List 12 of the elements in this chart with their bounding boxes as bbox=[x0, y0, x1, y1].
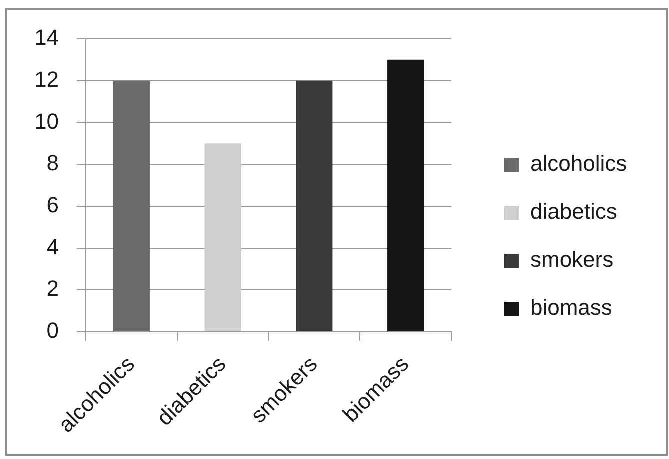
legend-label: smokers bbox=[530, 247, 614, 272]
legend-label: diabetics bbox=[530, 199, 618, 224]
y-tick-label: 8 bbox=[46, 150, 59, 176]
y-tick-label: 4 bbox=[46, 234, 59, 260]
legend-label: biomass bbox=[530, 295, 612, 320]
y-tick-label: 6 bbox=[46, 192, 59, 218]
y-tick-label: 0 bbox=[46, 318, 59, 344]
y-tick-label: 14 bbox=[34, 25, 59, 50]
legend-label: alcoholics bbox=[530, 151, 628, 176]
y-tick-label: 10 bbox=[34, 108, 59, 134]
y-tick-label: 12 bbox=[34, 66, 59, 92]
y-tick-label: 2 bbox=[46, 276, 59, 302]
